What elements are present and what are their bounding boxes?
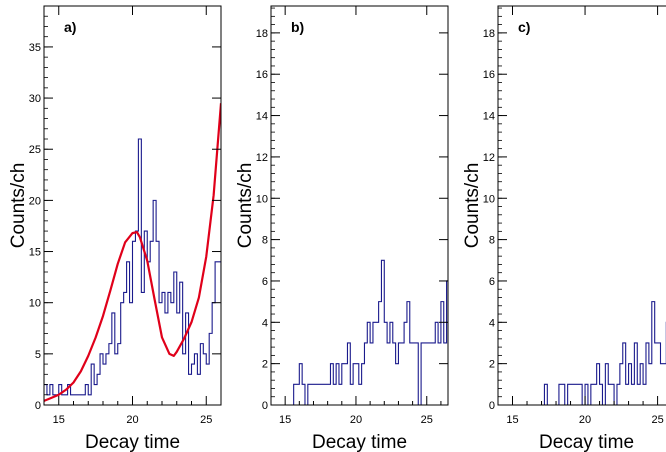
y-tick-label-a: 0	[35, 400, 41, 412]
y-tick-label-a: 10	[29, 298, 41, 310]
y-tick-label-b: 4	[262, 317, 268, 329]
y-tick-label-b: 0	[262, 400, 268, 412]
plot-frame-a	[43, 5, 222, 406]
panel-c: 15 20 25 0 2 4 6 8 10 12 14 16 18 c) Decay time Coun…	[462, 5, 666, 452]
y-tick-label-c: 14	[483, 111, 495, 123]
y-tick-label-c: 2	[489, 359, 495, 371]
y-tick-label-b: 12	[256, 152, 268, 164]
panel-label-b: b)	[291, 19, 304, 35]
x-tick-label-b: 25	[421, 414, 433, 426]
y-tick-label-b: 10	[256, 193, 268, 205]
x-tick-label-c: 20	[579, 414, 591, 426]
y-tick-label-c: 0	[489, 400, 495, 412]
panel-label-a: a)	[64, 19, 76, 35]
y-tick-label-c: 10	[483, 193, 495, 205]
x-axis-title-a: Decay time	[85, 432, 180, 452]
panel-a: 15 20 25 0 5 10 15 20 25 30 35 a) Decay time Count…	[8, 5, 222, 452]
fit-curve-a	[44, 103, 221, 402]
x-axis-title-b: Decay time	[312, 432, 407, 452]
x-tick-label-c: 15	[506, 414, 518, 426]
x-tick-label-b: 15	[279, 414, 291, 426]
x-tick-label-a: 20	[126, 414, 138, 426]
y-tick-label-b: 2	[262, 359, 268, 371]
x-axis-title-c: Decay time	[539, 432, 634, 452]
y-tick-label-c: 6	[489, 276, 495, 288]
y-tick-label-c: 12	[483, 152, 495, 164]
plot-frame-c	[497, 5, 666, 406]
y-tick-label-a: 30	[29, 93, 41, 105]
y-tick-label-c: 16	[483, 69, 495, 81]
panel-label-c: c)	[518, 19, 530, 35]
histogram-c	[498, 301, 666, 405]
y-tick-label-c: 18	[483, 28, 495, 40]
y-tick-label-a: 15	[29, 247, 41, 259]
plot-frame-b	[270, 5, 449, 406]
y-tick-label-c: 4	[489, 317, 495, 329]
x-tick-label-a: 15	[53, 414, 65, 426]
y-tick-label-b: 14	[256, 111, 268, 123]
histogram-a	[44, 138, 221, 396]
x-tick-label-a: 25	[200, 414, 212, 426]
y-tick-label-c: 8	[489, 235, 495, 247]
y-axis-title-a: Counts/ch	[8, 163, 29, 249]
y-tick-label-a: 35	[29, 42, 41, 54]
y-tick-label-b: 18	[256, 28, 268, 40]
y-tick-label-b: 6	[262, 276, 268, 288]
y-tick-label-a: 5	[35, 349, 41, 361]
x-tick-label-b: 20	[350, 414, 362, 426]
y-axis-title-c: Counts/ch	[462, 163, 483, 249]
histogram-b	[271, 259, 448, 405]
y-tick-label-a: 20	[29, 195, 41, 207]
y-tick-label-a: 25	[29, 144, 41, 156]
panel-b: 15 20 25 0 2 4 6 8 10 12 14 16 18 b) Decay time Coun…	[235, 5, 449, 452]
x-tick-label-c: 25	[651, 414, 663, 426]
y-tick-label-b: 8	[262, 235, 268, 247]
y-tick-label-b: 16	[256, 69, 268, 81]
y-axis-title-b: Counts/ch	[235, 163, 256, 249]
